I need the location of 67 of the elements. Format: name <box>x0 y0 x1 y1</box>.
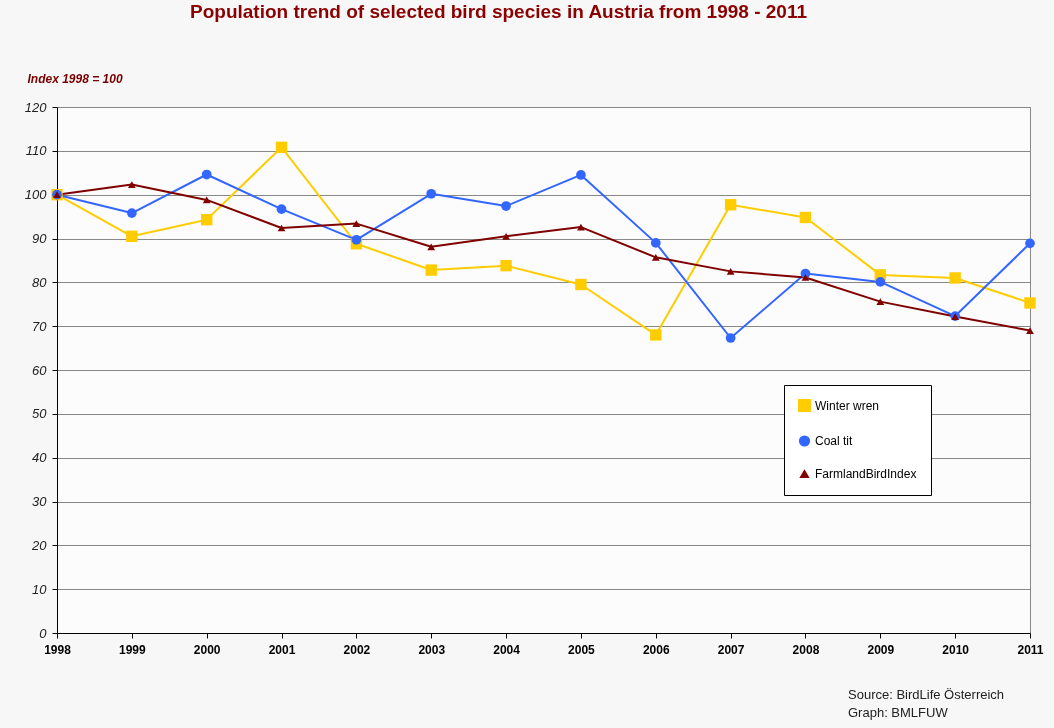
point <box>576 170 586 180</box>
point <box>277 224 286 232</box>
x-tick-label: 2000 <box>193 642 221 657</box>
x-tick-label: 2007 <box>717 642 745 657</box>
x-tick-label: 1998 <box>44 642 72 657</box>
source-note: Source: BirdLife Österreich <box>848 686 1005 704</box>
y-tick-label: 0 <box>39 625 48 641</box>
point <box>726 268 735 275</box>
point <box>201 169 212 180</box>
y-tick-label: 50 <box>32 406 48 422</box>
point <box>126 230 138 243</box>
x-tick-label: 2009 <box>867 642 895 657</box>
point <box>875 277 886 287</box>
y-axis-title: Index 1998 = 100 <box>27 71 123 86</box>
text: Graph: BMLFUW <box>848 704 949 722</box>
point <box>651 253 660 261</box>
point <box>275 141 288 154</box>
chart-title: Population trend of selected bird species in Austria from 1998 - 2011 <box>190 1 808 22</box>
point <box>801 274 810 281</box>
point <box>426 188 437 199</box>
x-tick-label: 2008 <box>792 642 820 657</box>
x-tick-label: 2005 <box>568 642 596 657</box>
y-tick-label: 40 <box>32 450 48 466</box>
x-tick-label: 1999 <box>118 642 147 657</box>
point <box>500 259 512 272</box>
y-tick-label: 10 <box>32 581 48 597</box>
point <box>501 201 511 211</box>
point <box>351 234 362 245</box>
point <box>502 232 510 240</box>
x-tick-label: 2003 <box>418 642 446 657</box>
point <box>427 243 436 251</box>
point <box>1025 238 1035 249</box>
point <box>126 208 137 218</box>
point <box>724 199 737 211</box>
y-tick-label: 110 <box>25 143 48 159</box>
point <box>200 213 213 226</box>
legend-label: Coal tit <box>815 434 854 448</box>
x-tick-label: 2004 <box>493 642 521 657</box>
x-tick-label: 2002 <box>343 642 371 657</box>
point <box>352 220 361 227</box>
x-tick-label: 2010 <box>942 642 970 657</box>
point <box>1024 297 1036 309</box>
y-tick-label: 30 <box>32 494 48 509</box>
point <box>1026 327 1034 334</box>
point <box>276 204 287 214</box>
y-tick-label: 70 <box>32 318 48 334</box>
x-tick-label: 2001 <box>268 642 296 657</box>
point <box>202 196 211 204</box>
legend-label: Winter wren <box>815 398 880 413</box>
point <box>725 333 736 343</box>
x-tick-label: 2011 <box>1017 642 1044 657</box>
point <box>650 329 662 341</box>
point <box>575 278 587 291</box>
point <box>425 264 437 276</box>
y-tick-label: 100 <box>24 187 48 203</box>
point <box>876 298 885 305</box>
point <box>127 181 136 188</box>
y-tick-label: 90 <box>32 231 48 246</box>
y-tick-label: 60 <box>32 362 48 378</box>
x-tick-label: 2006 <box>642 642 670 657</box>
y-tick-label: 120 <box>24 99 48 115</box>
point <box>650 238 661 248</box>
y-tick-label: 20 <box>31 537 48 553</box>
y-tick-label: 80 <box>32 274 48 290</box>
legend-label: FarmlandBirdIndex <box>815 467 917 481</box>
point <box>949 272 961 284</box>
point <box>799 211 812 224</box>
